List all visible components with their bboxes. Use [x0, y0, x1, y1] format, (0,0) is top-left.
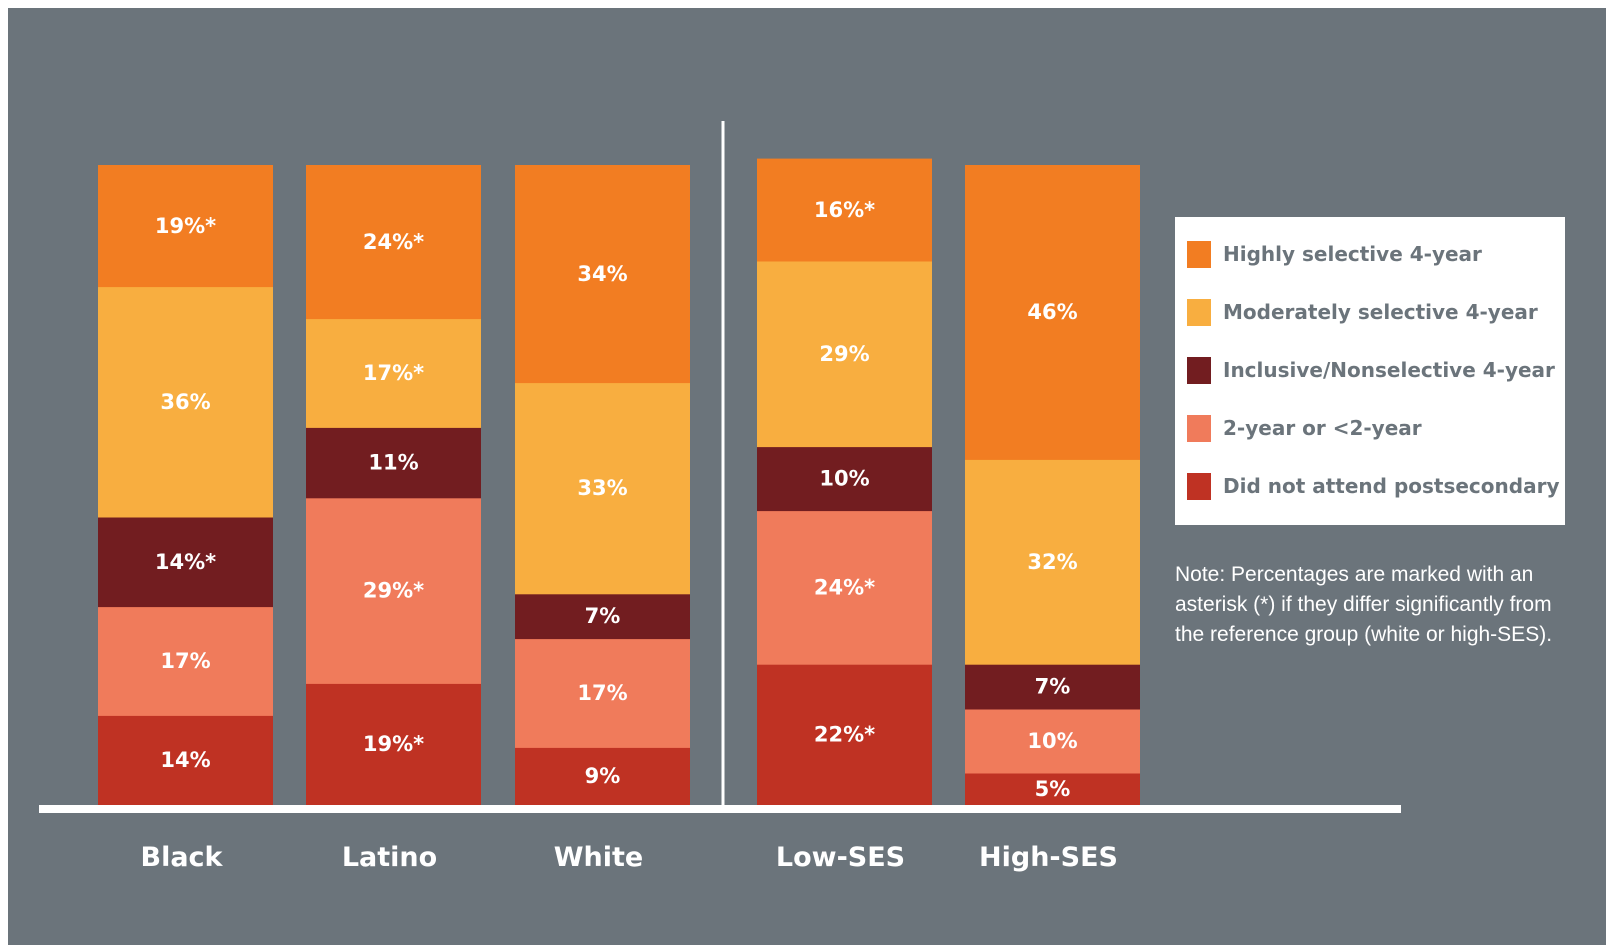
data-label-black-moderately-selective-4-year: 36% [160, 390, 210, 414]
legend-swatch [1187, 356, 1211, 384]
category-labels: Black Latino White Low-SES High-SES [140, 842, 1117, 873]
bar-high-ses-did-not-attend-postsecondary [965, 773, 1140, 806]
bar-black-highly-selective-4-year [98, 165, 273, 288]
legend-swatch [1187, 414, 1211, 442]
data-label-low-ses-highly-selective-4-year: 16%* [814, 198, 875, 222]
bar-low-ses-highly-selective-4-year [757, 158, 932, 262]
data-label-white-moderately-selective-4-year: 33% [577, 476, 627, 500]
legend-item-highly-selective-4-year: Highly selective 4-year [1187, 239, 1482, 269]
legend-swatch [1187, 298, 1211, 326]
data-label-low-ses-2-year-or-2-year: 24%* [814, 575, 875, 599]
legend: Highly selective 4-year Moderately select… [1175, 217, 1565, 525]
footnote: Note: Percentages are marked with an ast… [1175, 563, 1553, 646]
bar-high-ses-2-year-or-2-year [965, 709, 1140, 774]
data-label-latino-inclusive-nonselective-4-year: 11% [368, 451, 418, 475]
data-label-black-highly-selective-4-year: 19%* [155, 214, 216, 238]
legend-item-2-year-or-2-year: 2-year or <2-year [1187, 413, 1422, 443]
category-label-black: Black [140, 842, 223, 873]
legend-label: Inclusive/Nonselective 4-year [1223, 358, 1555, 382]
bar-latino-2-year-or-2-year [306, 497, 481, 684]
data-label-low-ses-did-not-attend-postsecondary: 22%* [814, 723, 875, 747]
bar-latino-did-not-attend-postsecondary [306, 683, 481, 806]
bar-white-highly-selective-4-year [515, 165, 690, 384]
bar-black-did-not-attend-postsecondary [98, 715, 273, 806]
bar-latino-highly-selective-4-year [306, 165, 481, 320]
bar-low-ses-inclusive-nonselective-4-year [757, 446, 932, 512]
legend-label: Moderately selective 4-year [1223, 300, 1538, 324]
data-label-high-ses-inclusive-nonselective-4-year: 7% [1035, 675, 1071, 699]
bar-latino-moderately-selective-4-year [306, 318, 481, 428]
data-label-black-2-year-or-2-year: 17% [160, 649, 210, 673]
bar-white-inclusive-nonselective-4-year [515, 593, 690, 640]
legend-label: 2-year or <2-year [1223, 416, 1422, 440]
bar-black-moderately-selective-4-year [98, 286, 273, 518]
data-label-latino-highly-selective-4-year: 24%* [363, 230, 424, 254]
bar-high-ses-highly-selective-4-year [965, 165, 1140, 460]
labels-layer: 14% 17% 14%* 36% 19%* 19%* 29%* 11% 17%* 24%* 9% 17… [155, 198, 1078, 801]
category-label-low-ses: Low-SES [776, 842, 905, 873]
data-label-white-highly-selective-4-year: 34% [577, 262, 627, 286]
legend-swatch [1187, 240, 1211, 268]
data-label-low-ses-moderately-selective-4-year: 29% [819, 342, 869, 366]
legend-item-did-not-attend-postsecondary: Did not attend postsecondary [1187, 471, 1559, 501]
bar-white-2-year-or-2-year [515, 638, 690, 748]
data-label-latino-2-year-or-2-year: 29%* [363, 579, 424, 603]
data-label-white-inclusive-nonselective-4-year: 7% [585, 604, 621, 628]
bar-high-ses-moderately-selective-4-year [965, 459, 1140, 665]
data-label-white-did-not-attend-postsecondary: 9% [585, 764, 621, 788]
data-label-low-ses-inclusive-nonselective-4-year: 10% [819, 467, 869, 491]
bar-low-ses-2-year-or-2-year [757, 510, 932, 665]
data-label-high-ses-moderately-selective-4-year: 32% [1027, 550, 1077, 574]
bar-white-did-not-attend-postsecondary [515, 747, 690, 806]
legend-item-inclusive-nonselective-4-year: Inclusive/Nonselective 4-year [1187, 355, 1555, 385]
bar-low-ses-moderately-selective-4-year [757, 261, 932, 448]
data-label-black-did-not-attend-postsecondary: 14% [160, 748, 210, 772]
data-label-white-2-year-or-2-year: 17% [577, 681, 627, 705]
category-label-high-ses: High-SES [979, 842, 1118, 873]
category-label-latino: Latino [342, 842, 437, 873]
bar-black-2-year-or-2-year [98, 606, 273, 716]
legend-item-moderately-selective-4-year: Moderately selective 4-year [1187, 297, 1538, 327]
bar-black-inclusive-nonselective-4-year [98, 517, 273, 608]
data-label-high-ses-did-not-attend-postsecondary: 5% [1035, 777, 1071, 801]
bar-latino-inclusive-nonselective-4-year [306, 427, 481, 499]
data-label-high-ses-2-year-or-2-year: 10% [1027, 729, 1077, 753]
legend-label: Highly selective 4-year [1223, 242, 1482, 266]
bar-low-ses-did-not-attend-postsecondary [757, 664, 932, 806]
data-label-high-ses-highly-selective-4-year: 46% [1027, 300, 1077, 324]
bar-white-moderately-selective-4-year [515, 382, 690, 595]
data-label-latino-did-not-attend-postsecondary: 19%* [363, 732, 424, 756]
bars-layer [98, 158, 1140, 806]
legend-swatch [1187, 472, 1211, 500]
data-label-black-inclusive-nonselective-4-year: 14%* [155, 550, 216, 574]
data-label-latino-moderately-selective-4-year: 17%* [363, 361, 424, 385]
legend-label: Did not attend postsecondary [1223, 474, 1560, 498]
bar-high-ses-inclusive-nonselective-4-year [965, 664, 1140, 710]
category-label-white: White [554, 842, 643, 873]
